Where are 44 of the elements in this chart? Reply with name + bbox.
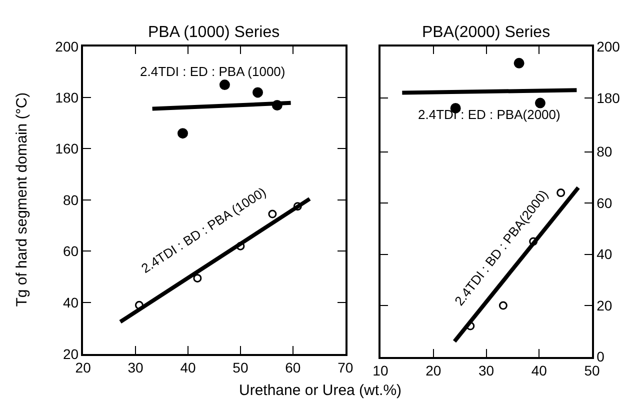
x-tick-label: 30 (128, 359, 144, 376)
x-tick-label: 40 (531, 362, 548, 378)
chart-title: PBA(2000) Series (422, 24, 550, 41)
point (219, 80, 230, 90)
point (514, 58, 524, 68)
series-label: 2.4TDI : ED : PBA(2000) (418, 107, 560, 122)
y-tick-label: 160 (55, 140, 79, 157)
y-tick-label: 20 (596, 297, 612, 314)
y-tick-label: 20 (62, 346, 79, 362)
point (498, 301, 508, 310)
y-tick-label: 40 (62, 294, 79, 310)
x-tick-label: 10 (372, 362, 388, 378)
y-tick-label: 60 (62, 243, 79, 260)
legend-label: 2.4TDI : ED : PBA (1000) (140, 64, 286, 79)
point (556, 188, 566, 198)
x-tick-label: 60 (285, 359, 301, 376)
y-tick-label: 80 (596, 144, 612, 160)
x-tick-label: 20 (75, 359, 92, 376)
x-tick-label: 50 (232, 359, 248, 376)
point (252, 87, 264, 98)
x-axis-title: Urethane or Urea (wt.%) (239, 382, 402, 399)
point (134, 300, 144, 310)
point (293, 202, 302, 211)
y-tick-label: 180 (596, 90, 620, 106)
point (178, 128, 188, 139)
y-tick-label: 80 (62, 192, 79, 208)
point (466, 322, 475, 330)
point (193, 274, 202, 282)
x-tick-label: 70 (338, 359, 354, 376)
y-axis-title: Tg of hard segment domain (°C) (13, 92, 30, 307)
x-tick-label: 40 (180, 359, 196, 376)
x-tick-label: 30 (478, 362, 494, 378)
x-tick-label: 50 (584, 362, 600, 378)
y-tick-label: 60 (596, 194, 612, 211)
y-tick-label: 200 (55, 38, 79, 54)
chart-title: PBA (1000) Series (148, 24, 280, 41)
y-tick-label: 0 (596, 348, 605, 365)
y-tick-label: 180 (55, 89, 79, 106)
y-tick-label: 200 (596, 38, 620, 54)
point (534, 98, 546, 108)
point (236, 242, 245, 250)
point (268, 210, 277, 218)
x-tick-label: 20 (426, 362, 442, 378)
y-tick-label: 40 (596, 246, 612, 262)
